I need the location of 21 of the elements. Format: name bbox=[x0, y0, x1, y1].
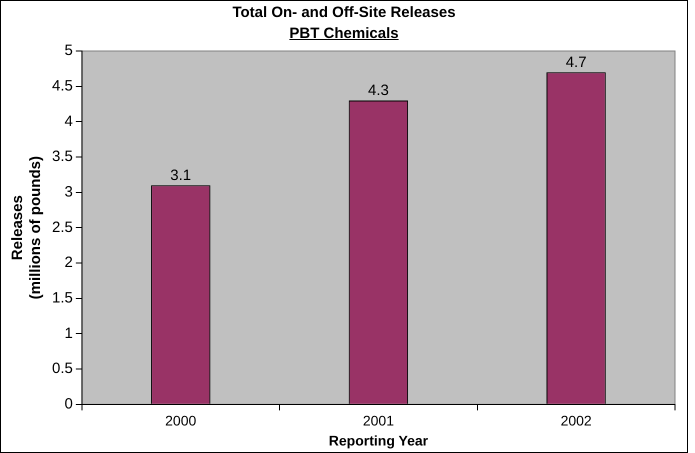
data-label: 4.7 bbox=[566, 54, 587, 71]
data-label: 3.1 bbox=[170, 166, 192, 184]
y-tick-label: 1 bbox=[64, 324, 73, 342]
y-tick-label: 3.5 bbox=[52, 148, 73, 166]
y-tick-label: 2.5 bbox=[52, 218, 73, 236]
chart-subtitle: PBT Chemicals bbox=[289, 25, 399, 42]
y-tick-label: 3 bbox=[64, 184, 73, 200]
x-tick-label: 2002 bbox=[560, 412, 592, 429]
y-tick-label: 2 bbox=[64, 254, 73, 272]
x-tick-label: 2000 bbox=[165, 412, 196, 429]
y-tick-label: 0.5 bbox=[52, 360, 73, 378]
y-tick-label: 4.5 bbox=[52, 77, 73, 94]
y-tick-label: 4 bbox=[64, 112, 73, 130]
x-axis-title: Reporting Year bbox=[328, 432, 429, 448]
y-tick-label: 5 bbox=[64, 42, 73, 60]
y-tick-label: 1.5 bbox=[52, 290, 73, 307]
chart-title: Total On- and Off-Site Releases bbox=[231, 4, 457, 21]
y-tick-label: 0 bbox=[64, 396, 73, 413]
y-axis-title: Releases (millions of pounds) bbox=[9, 156, 44, 300]
x-tick-label: 2001 bbox=[362, 412, 394, 429]
data-label: 4.3 bbox=[368, 82, 389, 100]
